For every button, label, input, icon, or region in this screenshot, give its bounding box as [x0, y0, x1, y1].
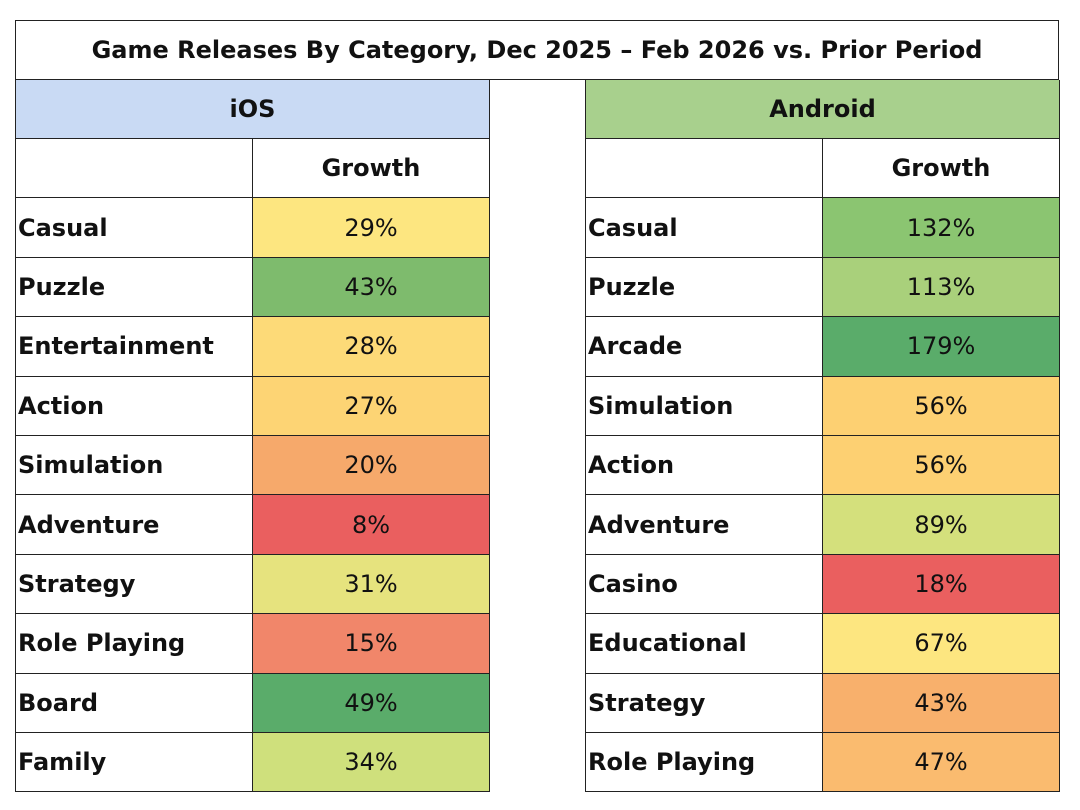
android-category-label: Educational: [585, 614, 823, 674]
android-header: Android: [585, 80, 1060, 139]
ios-growth-value: 29%: [253, 198, 490, 258]
android-table-row: Educational 67%: [585, 614, 1060, 674]
android-table-row: Strategy 43%: [585, 673, 1060, 733]
android-category-label: Casual: [585, 198, 823, 258]
android-growth-value: 56%: [823, 435, 1060, 496]
android-growth-value: 43%: [823, 673, 1060, 733]
android-growth-value: 132%: [823, 198, 1060, 258]
ios-category-header: [15, 139, 253, 199]
android-category-label: Casino: [585, 554, 823, 615]
ios-table-row: Board 49%: [15, 673, 490, 733]
android-growth-value: 18%: [823, 554, 1060, 615]
ios-table-row: Family 34%: [15, 732, 490, 793]
ios-rows: Casual 29% Puzzle 43% Entertainment 28% Action…: [15, 198, 490, 793]
android-growth-value: 47%: [823, 732, 1060, 793]
android-category-header: [585, 139, 823, 199]
ios-growth-value: 34%: [253, 732, 490, 793]
android-table-row: Role Playing 47%: [585, 732, 1060, 793]
ios-category-label: Strategy: [15, 554, 253, 615]
android-category-label: Adventure: [585, 495, 823, 555]
ios-table-row: Puzzle 43%: [15, 257, 490, 318]
android-growth-value: 67%: [823, 614, 1060, 674]
ios-category-label: Puzzle: [15, 257, 253, 318]
android-category-label: Simulation: [585, 376, 823, 436]
ios-category-label: Casual: [15, 198, 253, 258]
android-table-row: Adventure 89%: [585, 495, 1060, 555]
android-table-row: Arcade 179%: [585, 317, 1060, 377]
ios-growth-value: 28%: [253, 317, 490, 377]
ios-header: iOS: [15, 80, 490, 139]
android-table-row: Casual 132%: [585, 198, 1060, 258]
chart-title: Game Releases By Category, Dec 2025 – Fe…: [15, 20, 1059, 80]
android-growth-value: 179%: [823, 317, 1060, 377]
android-category-label: Arcade: [585, 317, 823, 377]
ios-category-label: Simulation: [15, 435, 253, 496]
android-category-label: Action: [585, 435, 823, 496]
android-table-row: Casino 18%: [585, 554, 1060, 615]
android-table-row: Puzzle 113%: [585, 257, 1060, 318]
android-rows: Casual 132% Puzzle 113% Arcade 179% Simulation…: [585, 198, 1060, 793]
ios-table-row: Adventure 8%: [15, 495, 490, 555]
ios-category-label: Board: [15, 673, 253, 733]
ios-growth-value: 31%: [253, 554, 490, 615]
ios-growth-value: 8%: [253, 495, 490, 555]
ios-category-label: Family: [15, 732, 253, 793]
android-category-label: Role Playing: [585, 732, 823, 793]
android-category-label: Strategy: [585, 673, 823, 733]
ios-panel: iOS Growth Casual 29% Puzzle 43% Entertainme…: [15, 80, 490, 793]
android-table-row: Action 56%: [585, 435, 1060, 496]
ios-category-label: Role Playing: [15, 614, 253, 674]
ios-category-label: Action: [15, 376, 253, 436]
ios-table-row: Strategy 31%: [15, 554, 490, 615]
ios-growth-value: 49%: [253, 673, 490, 733]
ios-growth-header: Growth: [253, 139, 490, 199]
android-growth-value: 56%: [823, 376, 1060, 436]
ios-table-row: Entertainment 28%: [15, 317, 490, 377]
android-panel: Android Growth Casual 132% Puzzle 113% Arcad…: [585, 80, 1060, 793]
ios-category-label: Adventure: [15, 495, 253, 555]
ios-growth-value: 43%: [253, 257, 490, 318]
android-growth-value: 113%: [823, 257, 1060, 318]
ios-column-header-row: Growth: [15, 139, 490, 199]
ios-growth-value: 27%: [253, 376, 490, 436]
ios-growth-value: 20%: [253, 435, 490, 496]
android-growth-value: 89%: [823, 495, 1060, 555]
android-growth-header: Growth: [823, 139, 1060, 199]
ios-table-row: Casual 29%: [15, 198, 490, 258]
ios-category-label: Entertainment: [15, 317, 253, 377]
ios-table-row: Simulation 20%: [15, 435, 490, 496]
ios-growth-value: 15%: [253, 614, 490, 674]
android-column-header-row: Growth: [585, 139, 1060, 199]
android-category-label: Puzzle: [585, 257, 823, 318]
android-table-row: Simulation 56%: [585, 376, 1060, 436]
ios-table-row: Action 27%: [15, 376, 490, 436]
ios-table-row: Role Playing 15%: [15, 614, 490, 674]
